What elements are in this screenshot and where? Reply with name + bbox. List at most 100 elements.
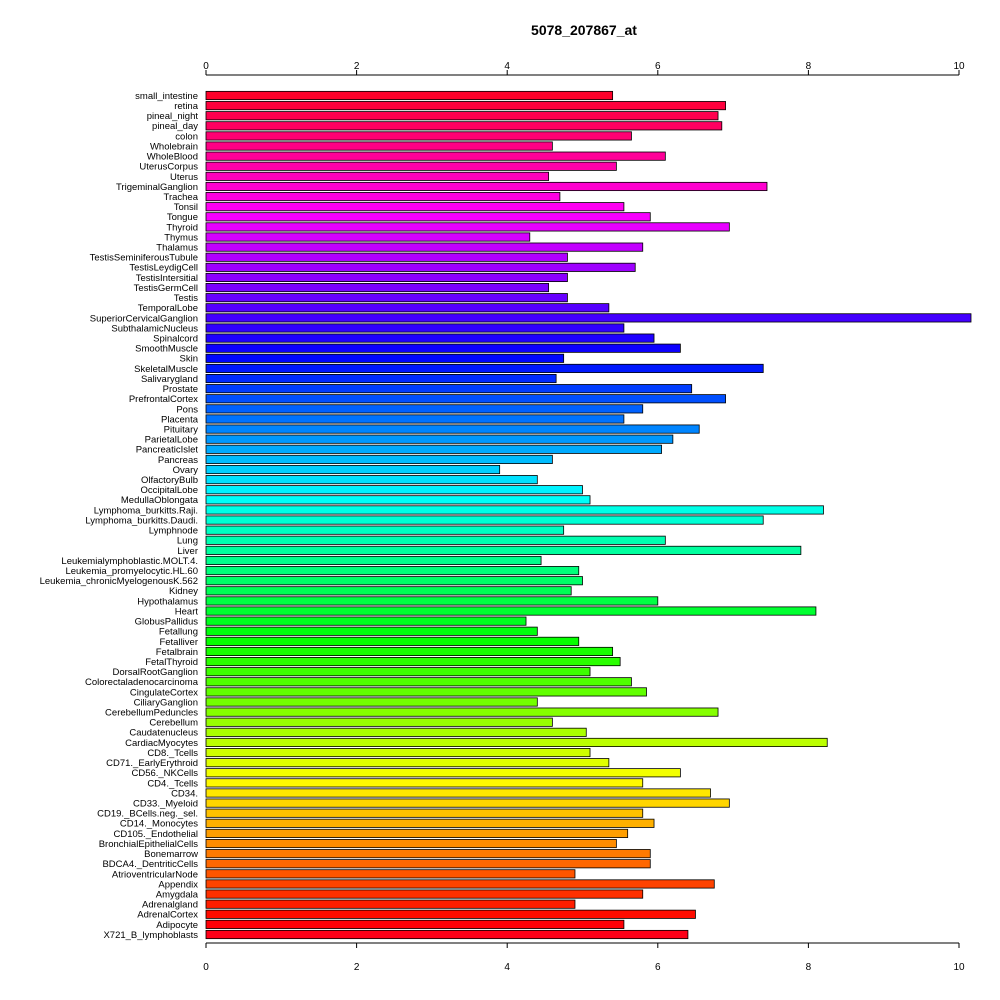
bar [205, 343, 681, 353]
bar [205, 768, 681, 778]
category-label: Placenta [161, 414, 199, 425]
category-label: SkeletalMuscle [134, 364, 198, 375]
category-label: CD8._Tcells [147, 748, 198, 759]
bar [205, 909, 696, 919]
bar [205, 677, 632, 687]
category-label: CD14._Monocytes [120, 819, 198, 830]
bar [205, 707, 719, 717]
category-label: Appendix [158, 879, 198, 890]
category-label: BronchialEpithelialCells [99, 839, 199, 850]
category-label: CD19._BCells.neg._sel. [97, 809, 198, 820]
category-label: TemporalLobe [138, 303, 198, 314]
category-label: Pituitary [164, 424, 199, 435]
bar [205, 737, 828, 747]
category-label: Fetallung [159, 627, 198, 638]
category-label: Salivarygland [141, 374, 198, 385]
category-label: Lymphnode [149, 526, 198, 537]
category-label: AtrioventricularNode [112, 869, 198, 880]
bar [205, 525, 565, 535]
category-label: SubthalamicNucleus [111, 323, 198, 334]
category-label: Cerebellum [149, 718, 198, 729]
bottom-axis-tick-label: 4 [504, 962, 510, 973]
category-label: ParietalLobe [145, 435, 198, 446]
category-label: Kidney [169, 586, 198, 597]
bar [205, 293, 568, 303]
category-label: small_intestine [135, 91, 198, 102]
category-label: TestisSeminiferousTubule [90, 253, 198, 264]
category-label: Lung [177, 536, 198, 547]
category-label: UterusCorpus [139, 162, 198, 173]
bar [205, 879, 715, 889]
category-label: CingulateCortex [130, 687, 198, 698]
bar [205, 373, 557, 384]
category-label: CD4._Tcells [147, 778, 198, 789]
category-label: TrigeminalGanglion [116, 182, 198, 193]
bar [205, 505, 824, 515]
bar [205, 141, 553, 151]
bar [205, 252, 568, 262]
bar [205, 394, 726, 404]
category-label: FetalThyroid [145, 657, 198, 668]
bar [205, 687, 647, 697]
category-label: Skin [180, 354, 198, 365]
bar [205, 899, 576, 909]
bar [205, 161, 617, 171]
category-label: Spinalcord [153, 334, 198, 345]
bar [205, 222, 730, 232]
category-label: Prostate [163, 384, 198, 395]
bar [205, 576, 583, 586]
bottom-axis: 0 2 4 6 8 10 [203, 942, 965, 973]
category-label: Thalamus [156, 243, 198, 254]
bar [205, 384, 693, 394]
top-axis: 0 2 4 6 8 10 [203, 61, 965, 76]
category-label: Caudatenucleus [129, 728, 198, 739]
bar [205, 808, 644, 818]
category-label: Pons [176, 404, 198, 415]
category-label: Leukemialymphoblastic.MOLT.4. [61, 556, 198, 567]
bar [205, 626, 538, 636]
category-label: Liver [177, 546, 198, 557]
category-label: CD34. [171, 788, 198, 799]
category-label: CD71._EarlyErythroid [106, 758, 198, 769]
bar [205, 515, 764, 525]
bar [205, 272, 568, 282]
bottom-axis-tick-label: 0 [203, 962, 209, 973]
category-label: Bonemarrow [144, 849, 198, 860]
category-label: BDCA4._DentriticCells [102, 859, 198, 870]
bar [205, 404, 644, 414]
bar [205, 545, 802, 555]
bar [205, 616, 527, 626]
bar [205, 586, 572, 596]
bar [205, 424, 700, 434]
category-label: CiliaryGanglion [134, 697, 198, 708]
category-label: Lymphoma_burkitts.Daudi. [85, 515, 198, 526]
category-label: Thymus [164, 232, 198, 243]
category-label: Leukemia_chronicMyelogenousK.562 [40, 576, 198, 587]
category-label: OccipitalLobe [140, 485, 198, 496]
bar [205, 929, 689, 940]
category-label: colon [175, 131, 198, 142]
category-label: Lymphoma_burkitts.Raji. [94, 505, 198, 516]
bar [205, 495, 591, 505]
category-label: retina [174, 101, 198, 112]
bar [205, 798, 730, 808]
category-label: DorsalRootGanglion [112, 667, 198, 678]
bar [205, 303, 610, 313]
category-label: Adipocyte [156, 920, 198, 931]
bar [205, 889, 644, 899]
category-label: WholeBlood [147, 152, 198, 163]
bar [205, 748, 591, 758]
category-label: Tonsil [174, 202, 198, 213]
bar [205, 485, 583, 495]
category-label: Tongue [167, 212, 198, 223]
category-label: Fetalbrain [156, 647, 198, 658]
category-label: Testis [174, 293, 199, 304]
bar [205, 919, 625, 929]
category-label: CD105._Endothelial [113, 829, 198, 840]
bar [205, 242, 644, 252]
bar [205, 131, 632, 141]
bar [205, 101, 726, 111]
bar [205, 535, 666, 545]
bar [205, 555, 542, 566]
bar [205, 828, 629, 838]
